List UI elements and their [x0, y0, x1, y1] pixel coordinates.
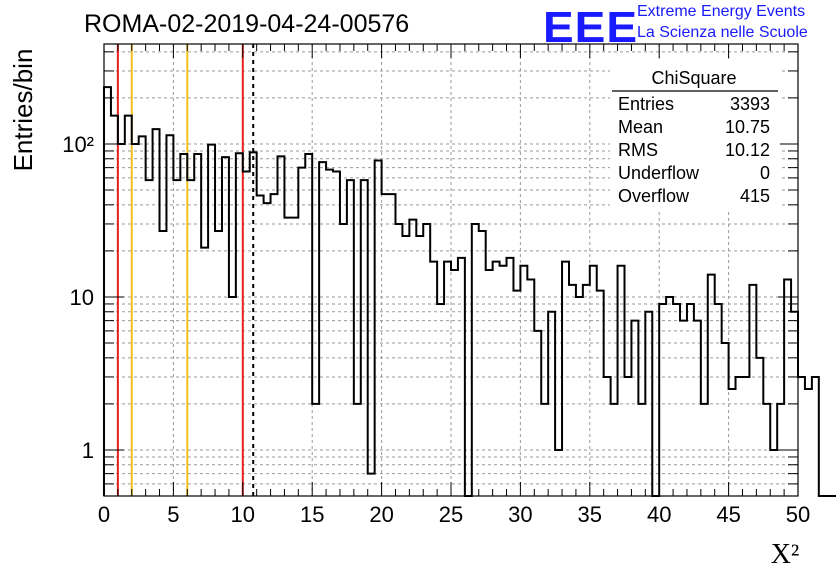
x-axis-ticks — [103, 44, 799, 496]
x-tick-label: 0 — [98, 502, 110, 527]
x-tick-label: 45 — [716, 502, 740, 527]
x-axis-label: X² — [771, 539, 800, 570]
stats-value: 415 — [740, 186, 770, 206]
x-tick-label: 5 — [167, 502, 179, 527]
x-tick-label: 30 — [508, 502, 532, 527]
stats-label: RMS — [618, 140, 658, 160]
y-axis-tick-labels: 1 10 10² — [62, 132, 94, 463]
x-tick-label: 35 — [578, 502, 602, 527]
histogram-series — [103, 86, 836, 497]
stats-label: Entries — [618, 94, 674, 114]
stats-label: Underflow — [618, 163, 700, 183]
logo-subtitle-line1: Extreme Energy Events — [637, 3, 806, 20]
stats-box-title: ChiSquare — [651, 68, 736, 88]
x-tick-label: 15 — [300, 502, 324, 527]
stats-value: 3393 — [730, 94, 770, 114]
x-tick-label: 25 — [439, 502, 463, 527]
stats-label: Overflow — [618, 186, 690, 206]
stats-value: 10.75 — [725, 117, 770, 137]
y-tick-label: 10 — [70, 285, 94, 310]
x-tick-label: 10 — [231, 502, 255, 527]
y-axis-ticks — [104, 51, 798, 485]
stats-box: ChiSquare Entries 3393 Mean 10.75 RMS 10.12 Un… — [610, 62, 780, 211]
y-tick-label: 1 — [82, 438, 94, 463]
stats-value: 10.12 — [725, 140, 770, 160]
reference-lines — [116, 44, 255, 496]
logo-subtitle-line2: La Scienza nelle Scuole — [637, 24, 808, 41]
plot-title: ROMA-02-2019-04-24-00576 — [84, 10, 410, 38]
x-tick-label: 40 — [647, 502, 671, 527]
y-tick-label: 10² — [62, 132, 94, 157]
y-axis-label: Entries/bin — [8, 49, 38, 172]
stats-value: 0 — [760, 163, 770, 183]
x-axis-tick-labels: 0 5 10 15 20 25 30 35 40 45 50 — [98, 502, 810, 527]
stats-label: Mean — [618, 117, 663, 137]
x-tick-label: 50 — [786, 502, 810, 527]
x-tick-label: 20 — [369, 502, 393, 527]
